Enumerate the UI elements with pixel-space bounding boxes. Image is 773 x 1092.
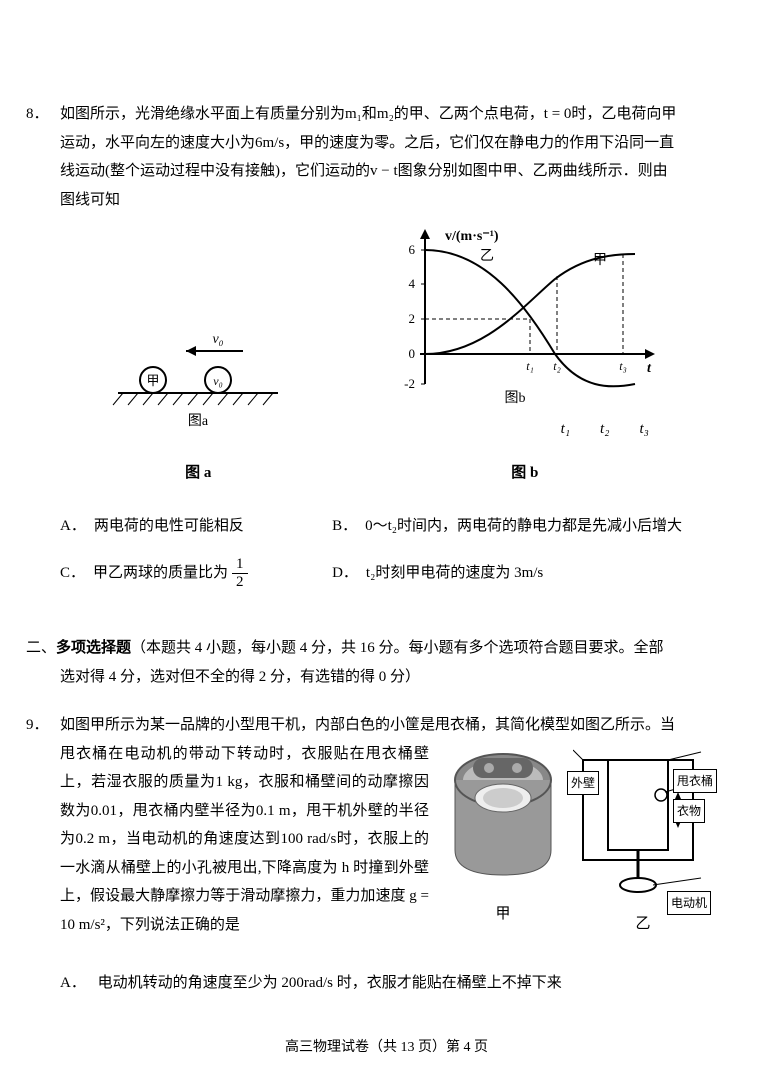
label-drum: 甩衣桶 — [673, 769, 717, 794]
svg-text:t₃: t₃ — [619, 359, 627, 373]
page: 8． 如图所示，光滑绝缘水平面上有质量分别为m₁和m₂的甲、乙两个点电荷，t =… — [0, 0, 773, 1092]
q8-line4: 图线可知 — [60, 186, 713, 215]
section-2-header: 二、多项选择题（本题共 4 小题，每小题 4 分，共 16 分。每小题有多个选项… — [26, 634, 679, 691]
svg-text:6: 6 — [408, 242, 415, 257]
svg-text:t₂: t₂ — [553, 359, 561, 373]
label-clothes: 衣物 — [673, 799, 705, 824]
q8-opt-d: D． t₂时刻甲电荷的速度为 3m/s — [332, 556, 713, 590]
q8-stem: 如图所示，光滑绝缘水平面上有质量分别为m₁和m₂的甲、乙两个点电荷，t = 0时… — [60, 100, 713, 214]
q9-opt-a: A． 电动机转动的角速度至少为 200rad/s 时，衣服才能贴在桶壁上不掉下来 — [60, 969, 713, 998]
q8-opt-c: C． 甲乙两球的质量比为 1 2 — [60, 556, 332, 590]
q9-diagram: h 乙 外壁 甩衣桶 衣物 — [573, 740, 713, 939]
label-motor: 电动机 — [667, 891, 711, 916]
q9-photo: 甲 — [443, 740, 563, 929]
frac-half: 1 2 — [232, 556, 248, 590]
q8-opt-a: A． 两电荷的电性可能相反 — [60, 512, 332, 541]
svg-text:4: 4 — [408, 276, 415, 291]
figure-b-svg: 6 4 2 0 -2 v/(m·s⁻¹) t 乙 — [385, 224, 665, 404]
svg-text:t₁: t₁ — [526, 359, 534, 373]
figure-a-svg: 甲 v₀ v₀ 图a — [108, 313, 288, 433]
page-footer: 高三物理试卷（共 13 页）第 4 页 — [0, 1035, 773, 1062]
q8-number: 8． — [26, 100, 49, 129]
fig-a-label: 图a — [188, 414, 209, 429]
figure-a-wrap: 甲 v₀ v₀ 图a — [108, 313, 288, 444]
q9-figures: 甲 h — [443, 740, 713, 940]
q8-options: A． 两电荷的电性可能相反 B． 0～t₂时间内，两电荷的静电力都是先减小后增大… — [60, 512, 713, 591]
label-outer: 外壁 — [567, 771, 599, 796]
fig-b-sub-t: t₁ t₂ t₃ — [545, 415, 665, 444]
svg-text:0: 0 — [408, 346, 415, 361]
svg-text:2: 2 — [408, 311, 415, 326]
q8-line1: 如图所示，光滑绝缘水平面上有质量分别为m₁和m₂的甲、乙两个点电荷，t = 0时… — [60, 100, 713, 129]
fig-a-jia-label: 甲 — [147, 373, 160, 388]
q8-line2: 运动，水平向左的速度大小为6m/s，甲的速度为零。之后，它们仅在静电力的作用下沿… — [60, 129, 713, 158]
svg-text:t: t — [647, 361, 652, 376]
svg-text:v/(m·s⁻¹): v/(m·s⁻¹) — [445, 229, 499, 244]
question-9: 9． 如图甲所示为某一品牌的小型甩干机，内部白色的小筐是甩衣桶，其简化模型如图乙… — [60, 711, 713, 998]
svg-text:甲: 甲 — [593, 253, 607, 268]
figure-b-wrap: 6 4 2 0 -2 v/(m·s⁻¹) t 乙 — [385, 224, 665, 443]
fig-a-v0: v₀ — [213, 332, 224, 347]
fig-a-caption: 图 a — [108, 459, 288, 488]
q9-first-line: 如图甲所示为某一品牌的小型甩干机，内部白色的小筐是甩衣桶，其简化模型如图乙所示。… — [60, 711, 713, 740]
q9-number: 9． — [26, 711, 49, 740]
q9-body-wrap: 甩衣桶在电动机的带动下转动时，衣服贴在甩衣桶壁上，若湿衣服的质量为1 kg，衣服… — [60, 740, 713, 940]
svg-text:乙: 乙 — [480, 248, 494, 264]
svg-text:图b: 图b — [504, 391, 525, 404]
fig-b-caption: 图 b — [385, 459, 665, 488]
q9-body: 甩衣桶在电动机的带动下转动时，衣服贴在甩衣桶壁上，若湿衣服的质量为1 kg，衣服… — [60, 740, 429, 940]
svg-text:-2: -2 — [404, 376, 415, 391]
dryer-photo-icon — [443, 740, 563, 890]
q8-line3: 线运动(整个运动过程中没有接触)，它们运动的v − t图象分别如图中甲、乙两曲线… — [60, 157, 713, 186]
q8-figures: 甲 v₀ v₀ 图a — [60, 224, 713, 443]
q9-jia-label: 甲 — [443, 900, 563, 929]
fig-captions: 图 a 图 b — [60, 453, 713, 488]
fig-a-v0-in: v₀ — [214, 374, 224, 388]
question-8: 8． 如图所示，光滑绝缘水平面上有质量分别为m₁和m₂的甲、乙两个点电荷，t =… — [60, 100, 713, 590]
q8-opt-b: B． 0～t₂时间内，两电荷的静电力都是先减小后增大 — [332, 512, 713, 541]
